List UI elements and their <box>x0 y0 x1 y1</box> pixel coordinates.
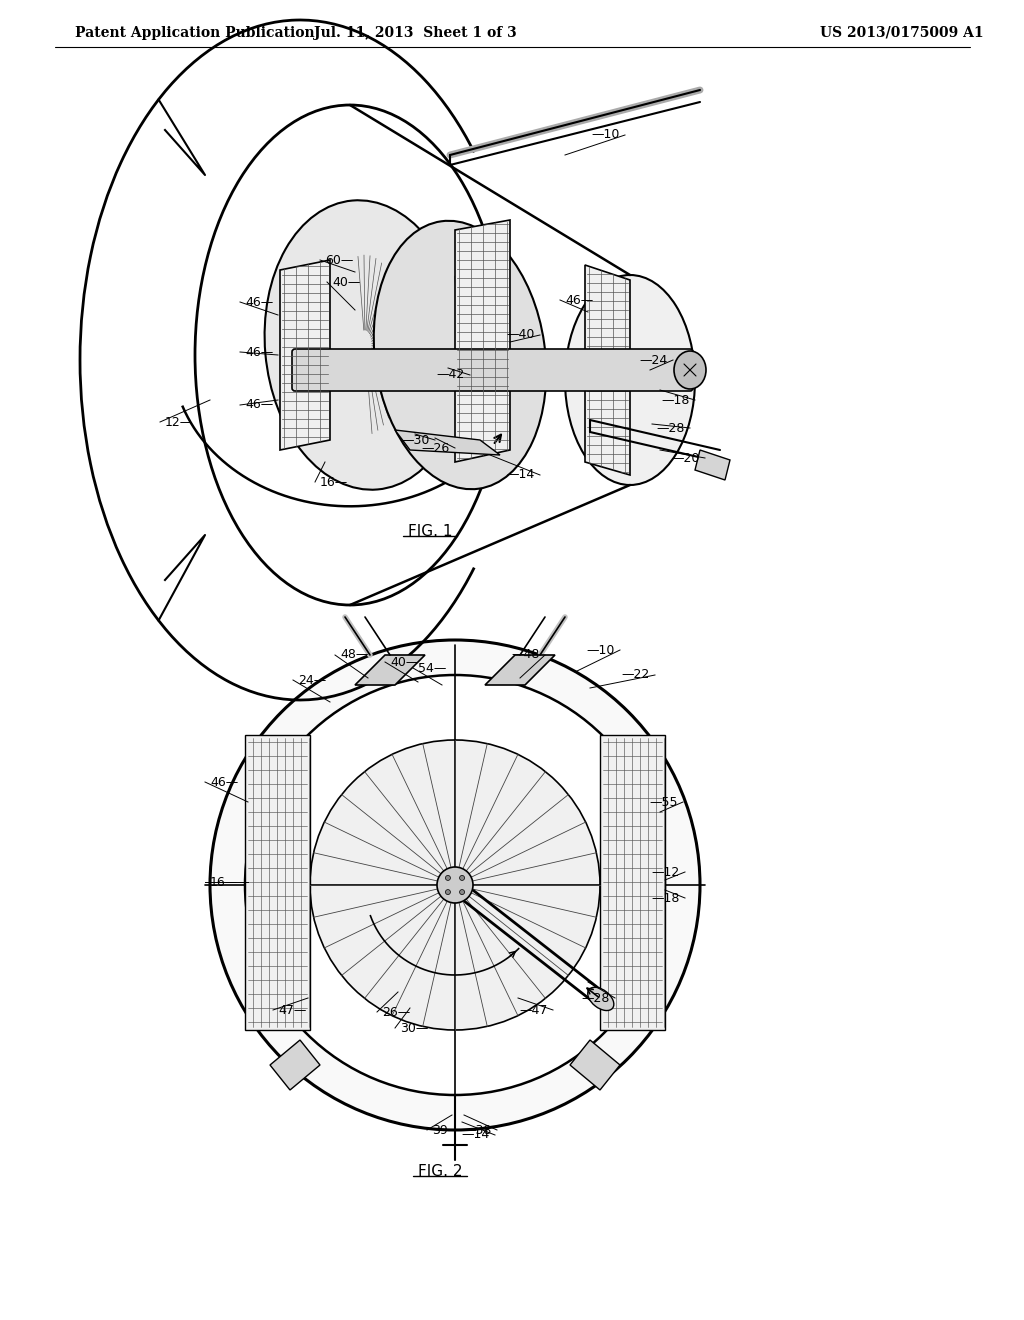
Text: 46—: 46— <box>245 296 273 309</box>
Bar <box>245 735 310 1030</box>
Text: —47: —47 <box>519 1003 548 1016</box>
Bar <box>600 735 665 1030</box>
Text: 48—: 48— <box>340 648 369 661</box>
Text: —55: —55 <box>649 796 678 808</box>
Text: Jul. 11, 2013  Sheet 1 of 3: Jul. 11, 2013 Sheet 1 of 3 <box>313 26 516 40</box>
Text: 30—: 30— <box>400 1022 428 1035</box>
Polygon shape <box>270 1040 319 1090</box>
Text: 40—: 40— <box>390 656 419 668</box>
Polygon shape <box>355 655 425 685</box>
Text: 60—: 60— <box>325 253 353 267</box>
Text: 16—: 16— <box>210 875 239 888</box>
Ellipse shape <box>374 220 546 490</box>
Text: —26: —26 <box>422 441 450 454</box>
Text: —38: —38 <box>464 1123 492 1137</box>
Text: —10: —10 <box>587 644 615 656</box>
Text: —24: —24 <box>640 354 668 367</box>
Text: —40: —40 <box>507 329 535 342</box>
Text: 47—: 47— <box>278 1003 306 1016</box>
Text: —22: —22 <box>622 668 650 681</box>
Text: 46—: 46— <box>245 346 273 359</box>
Text: 12—: 12— <box>165 416 194 429</box>
Text: —28: —28 <box>656 421 685 434</box>
Text: 16—: 16— <box>319 475 348 488</box>
Polygon shape <box>585 265 630 475</box>
Circle shape <box>437 867 473 903</box>
Polygon shape <box>395 430 500 455</box>
Circle shape <box>460 875 465 880</box>
Polygon shape <box>570 1040 620 1090</box>
Ellipse shape <box>264 201 466 490</box>
Circle shape <box>445 875 451 880</box>
Polygon shape <box>695 450 730 480</box>
Circle shape <box>445 890 451 895</box>
Text: —20: —20 <box>672 451 700 465</box>
Circle shape <box>245 675 665 1096</box>
Text: 26—: 26— <box>382 1006 411 1019</box>
Text: —14: —14 <box>507 469 535 482</box>
Polygon shape <box>280 260 330 450</box>
Text: 46—: 46— <box>565 293 593 306</box>
Text: —30: —30 <box>401 433 430 446</box>
Text: —12: —12 <box>651 866 680 879</box>
Text: —10: —10 <box>592 128 620 141</box>
Text: 40—: 40— <box>332 276 360 289</box>
Text: 46—: 46— <box>245 399 273 412</box>
Ellipse shape <box>210 640 700 1130</box>
Text: —28: —28 <box>582 991 610 1005</box>
Text: 54—: 54— <box>418 661 446 675</box>
Text: —42: —42 <box>437 368 465 381</box>
Text: —48: —48 <box>512 648 540 661</box>
Text: —18: —18 <box>651 891 680 904</box>
Text: —18: —18 <box>662 393 690 407</box>
Text: US 2013/0175009 A1: US 2013/0175009 A1 <box>820 26 984 40</box>
Text: FIG. 2: FIG. 2 <box>418 1164 462 1180</box>
Polygon shape <box>455 220 510 462</box>
FancyBboxPatch shape <box>292 348 693 391</box>
Ellipse shape <box>588 987 613 1011</box>
Text: FIG. 1: FIG. 1 <box>408 524 453 540</box>
Text: Patent Application Publication: Patent Application Publication <box>75 26 314 40</box>
Circle shape <box>460 890 465 895</box>
Polygon shape <box>485 655 555 685</box>
Text: 46—: 46— <box>210 776 239 788</box>
Ellipse shape <box>674 351 706 389</box>
Text: —14: —14 <box>462 1129 490 1142</box>
Ellipse shape <box>565 275 695 484</box>
Ellipse shape <box>310 741 600 1030</box>
Text: 24—: 24— <box>298 673 327 686</box>
Text: 39—: 39— <box>432 1123 460 1137</box>
